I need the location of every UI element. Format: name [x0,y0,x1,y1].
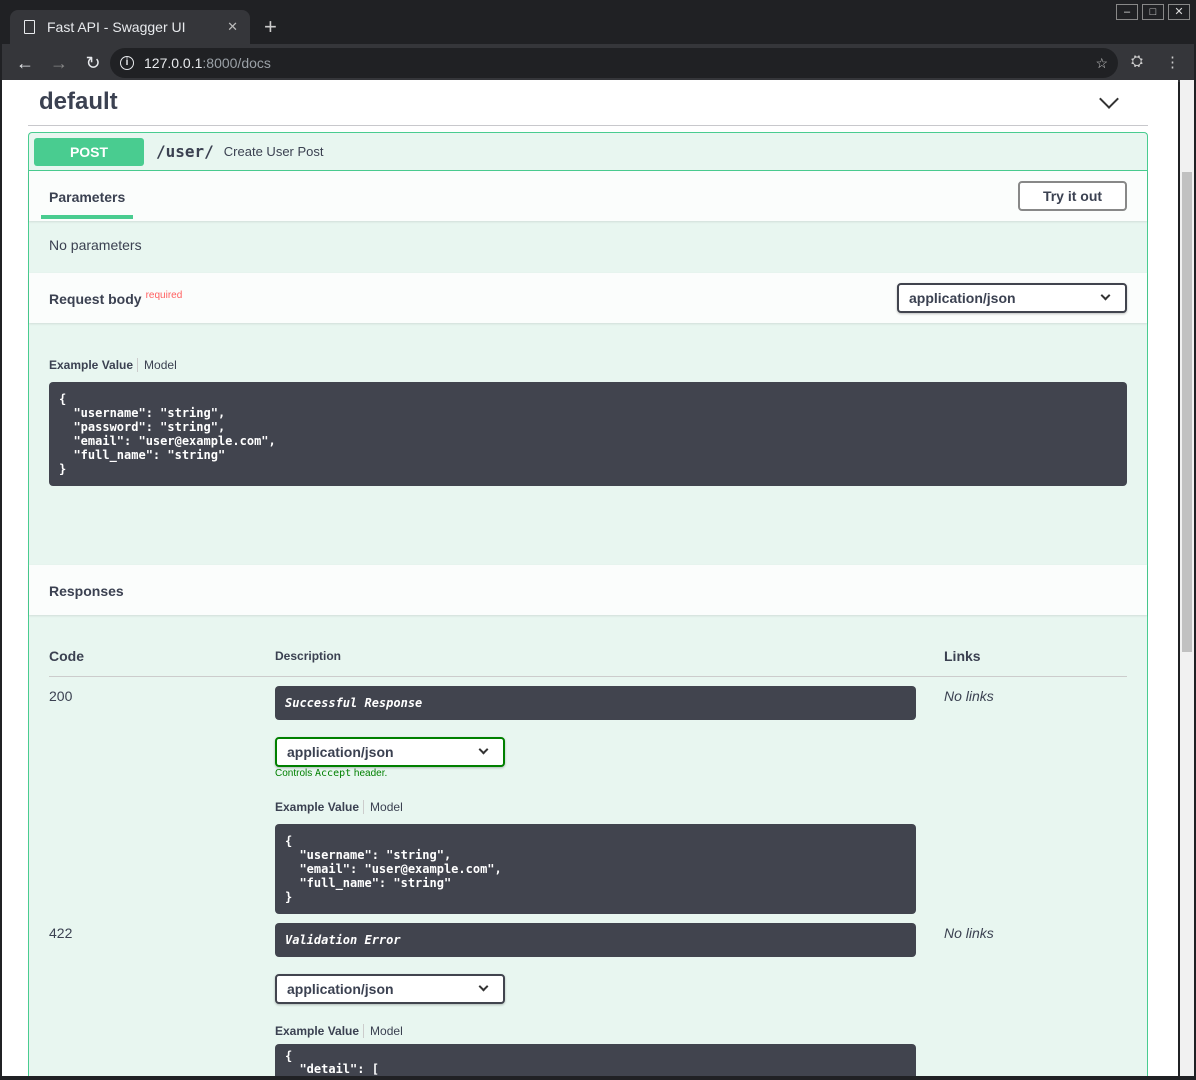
try-it-out-button[interactable]: Try it out [1018,181,1127,211]
url-host: 127.0.0.1 [144,55,203,71]
example-value-tab[interactable]: Example Value [275,800,360,814]
example-model-tabs: Example Value Model [275,1024,403,1038]
chevron-down-icon [1100,290,1111,301]
operation-block: POST /user/ Create User Post Parameters … [28,132,1148,1076]
request-body-label: Request body required [49,290,183,307]
response-description: Successful Response [275,686,916,720]
incognito-icon[interactable]: ⛭ [1130,53,1143,70]
divider [49,676,1127,677]
tab-parameters[interactable]: Parameters [41,181,134,219]
model-tab[interactable]: Model [363,800,403,814]
browser-tab[interactable]: Fast API - Swagger UI ✕ [10,10,250,44]
operation-summary[interactable]: POST /user/ Create User Post [29,133,1147,171]
reload-icon[interactable]: ↻ [85,52,101,73]
required-badge: required [145,290,183,301]
model-tab[interactable]: Model [137,358,177,372]
model-tab[interactable]: Model [363,1024,403,1038]
response-links: No links [944,688,994,704]
example-value-tab[interactable]: Example Value [275,1024,360,1038]
controls-accept-note: Controls Accept header. [275,768,388,779]
response-example-code: { "detail": [ [275,1044,916,1076]
address-bar[interactable]: i 127.0.0.1:8000/docs ☆ [110,48,1118,78]
operation-path: /user/ [156,142,214,161]
section-title[interactable]: default [39,88,118,115]
browser-toolbar: ← → ↻ i 127.0.0.1:8000/docs ☆ ⛭ ⋮ [2,44,1194,82]
scrollbar[interactable] [1180,80,1194,1076]
response-description: Validation Error [275,923,916,957]
tab-bar: Fast API - Swagger UI ✕ + – □ ✕ [2,2,1194,44]
bookmark-star-icon[interactable]: ☆ [1095,54,1108,71]
maximize-icon[interactable]: □ [1142,4,1164,20]
menu-icon[interactable]: ⋮ [1165,54,1180,71]
response-code: 200 [49,688,73,704]
operation-summary-text: Create User Post [223,144,324,159]
close-tab-icon[interactable]: ✕ [227,19,238,34]
request-body-header: Request body required application/json [29,273,1147,323]
new-tab-icon[interactable]: + [264,14,277,39]
responses-header: Responses [29,565,1147,615]
minimize-icon[interactable]: – [1116,4,1138,20]
info-icon[interactable]: i [120,56,134,70]
response-code: 422 [49,925,73,941]
url-path: :8000/docs [202,55,271,71]
response-media-type-select[interactable]: application/json [275,974,505,1004]
no-parameters: No parameters [49,237,142,253]
chevron-down-icon [478,744,489,755]
col-description: Description [275,649,342,663]
parameters-header: Parameters Try it out [29,171,1147,221]
back-icon[interactable]: ← [16,52,34,73]
request-example-code: { "username": "string", "password": "str… [49,382,1127,486]
example-model-tabs: Example Value Model [49,358,177,372]
col-links: Links [944,648,981,664]
scrollbar-thumb[interactable] [1182,172,1192,652]
tab-title: Fast API - Swagger UI [47,19,186,35]
col-code: Code [49,648,84,664]
chevron-down-icon[interactable] [1099,89,1119,109]
close-window-icon[interactable]: ✕ [1168,4,1190,20]
response-example-code: { "username": "string", "email": "user@e… [275,824,916,914]
divider [28,125,1148,126]
example-value-tab[interactable]: Example Value [49,358,134,372]
chevron-down-icon [478,981,489,992]
response-media-type-select[interactable]: application/json [275,737,505,767]
swagger-page: default POST /user/ Create User Post Par… [2,80,1178,1076]
request-content-type-select[interactable]: application/json [897,283,1127,313]
example-model-tabs: Example Value Model [275,800,403,814]
forward-icon[interactable]: → [50,52,68,73]
method-badge: POST [34,137,144,166]
responses-title: Responses [49,583,124,599]
document-icon [24,20,35,34]
response-links: No links [944,925,994,941]
